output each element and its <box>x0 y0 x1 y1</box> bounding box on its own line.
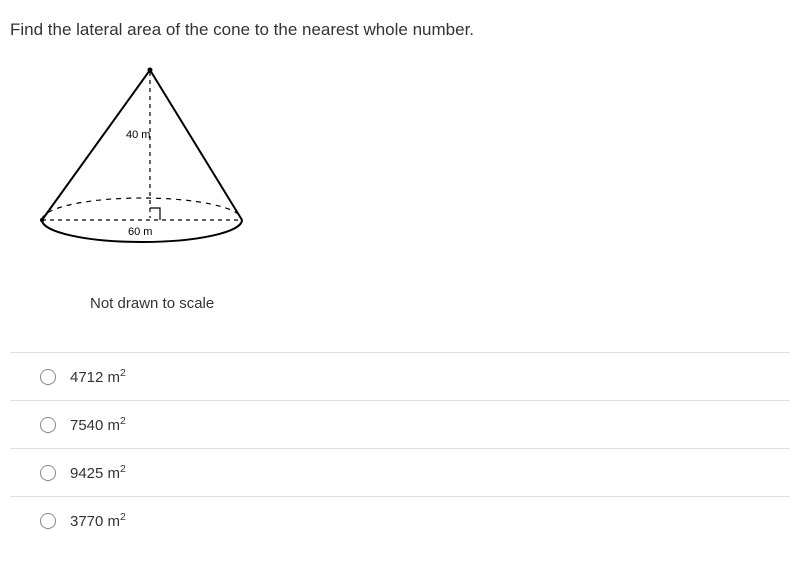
option-label: 9425 m2 <box>70 463 126 482</box>
option-label: 3770 m2 <box>70 511 126 530</box>
answer-options: 4712 m2 7540 m2 9425 m2 3770 m2 <box>10 352 790 544</box>
option-c[interactable]: 9425 m2 <box>10 448 790 496</box>
option-d[interactable]: 3770 m2 <box>10 496 790 544</box>
height-label: 40 m <box>126 129 150 141</box>
diameter-label: 60 m <box>128 226 152 238</box>
cone-figure: 40 m 60 m <box>30 60 790 275</box>
radio-icon <box>40 417 56 433</box>
option-b[interactable]: 7540 m2 <box>10 400 790 448</box>
radio-icon <box>40 513 56 529</box>
figure-caption: Not drawn to scale <box>90 295 790 312</box>
option-label: 4712 m2 <box>70 367 126 386</box>
option-label: 7540 m2 <box>70 415 126 434</box>
option-a[interactable]: 4712 m2 <box>10 352 790 400</box>
question-text: Find the lateral area of the cone to the… <box>10 20 790 40</box>
radio-icon <box>40 369 56 385</box>
radio-icon <box>40 465 56 481</box>
